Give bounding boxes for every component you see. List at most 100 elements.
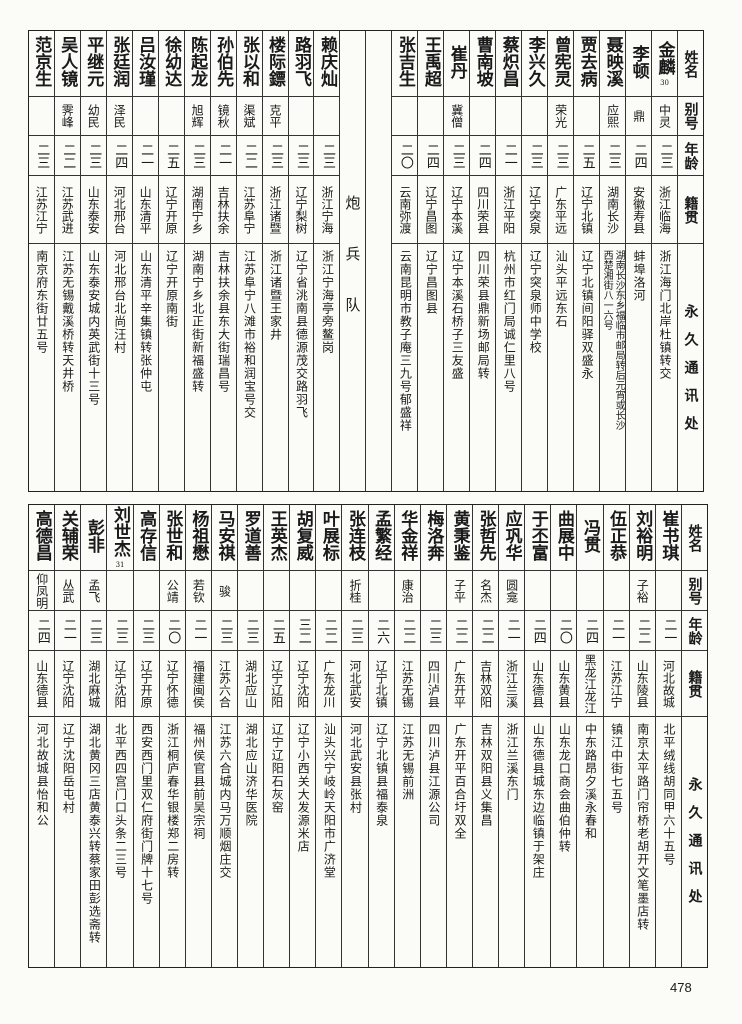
- origin-cell: 山东德县: [29, 651, 55, 717]
- name-wrap: 吴人镜: [57, 36, 77, 91]
- person-column: 张以和 渠斌 二二 江苏阜宁 江苏阜宁八滩市裕和润宝号交: [235, 31, 262, 491]
- age-cell-text: 二三: [217, 617, 233, 644]
- address-cell: 辽宁小西关大发源米店: [290, 717, 315, 967]
- alias-cell: [420, 571, 446, 611]
- address-text: 辽宁本溪石桥子三友盛: [450, 250, 465, 380]
- age-cell: 二三: [107, 611, 133, 651]
- person-name: 崔丹: [446, 44, 467, 79]
- address-cell: 辽宁北镇县福泰泉: [369, 717, 394, 967]
- name-cell: 赖庆灿: [314, 31, 340, 97]
- address-wrap: 山东清平辛集镇转张仲屯: [139, 244, 153, 393]
- alias-cell-text: 冀僧: [449, 104, 464, 128]
- person-column: 张廷润 泽民 二四 河北邢台 河北邢台北尚汪村: [105, 31, 132, 491]
- header-alias-text: 别号: [682, 102, 699, 130]
- origin-cell: 浙江平阳: [496, 176, 522, 244]
- origin-cell-text: 河北故城: [661, 659, 676, 708]
- person-column: 胡复威 三二 辽宁沈阳 辽宁小西关大发源米店: [289, 505, 316, 967]
- person-name: 赖庆灿: [316, 36, 337, 87]
- origin-cell-text: 河北武安: [348, 659, 363, 708]
- origin-cell-text: 辽宁本溪: [449, 185, 464, 234]
- alias-cell: 若钦: [185, 571, 211, 611]
- address-wrap: 南京府东街廿五号: [35, 244, 49, 354]
- origin-cell: 江苏江宁: [28, 176, 54, 244]
- origin-cell-text: 辽宁怀德: [165, 659, 180, 708]
- footnote-marker: 31: [115, 561, 125, 569]
- origin-cell: 浙江兰溪: [499, 651, 525, 717]
- origin-cell-text: 辽宁开原: [139, 659, 154, 708]
- origin-cell: 安徽寿县: [626, 176, 652, 244]
- name-cell: 高存信: [133, 505, 159, 571]
- age-cell: 二一: [499, 611, 525, 651]
- name-wrap: 刘裕明: [632, 510, 652, 565]
- name-wrap: 张世和: [162, 510, 182, 565]
- origin-cell-text: 辽宁沈阳: [295, 659, 310, 708]
- address-wrap: 辽宁省洮南县德源茂交路羽飞: [294, 244, 308, 419]
- address-text: 镇江中街七五号: [609, 723, 624, 814]
- alias-cell: [133, 571, 159, 611]
- name-wrap: 叶展标: [319, 510, 339, 565]
- name-wrap: 于丕富: [528, 510, 548, 565]
- origin-cell-text: 辽宁突泉: [527, 185, 542, 234]
- address-text: 湖北应山济华医院: [244, 723, 259, 827]
- person-name: 伍正恭: [606, 510, 627, 561]
- name-wrap: 关辅荣: [58, 510, 78, 565]
- origin-cell: 辽宁北镇: [368, 651, 394, 717]
- age-cell-text: 二一: [609, 617, 625, 644]
- person-column: 叶展标 二二 广东龙川 汕头兴宁岐岭天阳市广济堂: [315, 505, 342, 967]
- name-wrap: 崔书琪: [658, 510, 678, 565]
- name-cell: 张世和: [159, 505, 185, 571]
- origin-cell: 山东泰安: [80, 176, 106, 244]
- origin-cell: 江苏武进: [54, 176, 80, 244]
- person-name: 张世和: [162, 510, 183, 561]
- address-text: 山东德县城东边临镇于架庄: [531, 723, 546, 879]
- age-cell-text: 二三: [449, 142, 465, 169]
- person-column: 吴人镜 霁峰 二二 江苏武进 江苏无锡戴溪桥转天井桥: [53, 31, 80, 491]
- name-cell: 崔书琪: [655, 505, 681, 571]
- origin-cell-text: 浙江平阳: [501, 185, 516, 234]
- origin-cell: 辽宁沈阳: [290, 651, 316, 717]
- age-cell: 三二: [290, 611, 316, 651]
- age-cell: 二五: [574, 136, 600, 176]
- age-cell-text: 二四: [475, 142, 491, 169]
- name-cell: 贾去病: [574, 31, 600, 97]
- age-cell-text: 二一: [138, 142, 154, 169]
- age-cell: 二三: [133, 611, 159, 651]
- alias-cell-text: 霁峰: [60, 104, 75, 128]
- age-cell: 二五: [264, 611, 290, 651]
- name-wrap: 平继元: [83, 36, 103, 91]
- address-wrap: 北平绒线胡同甲六十五号: [662, 717, 676, 866]
- address-wrap: 四川泸县江源公司: [427, 717, 441, 827]
- alias-cell: [418, 97, 444, 136]
- origin-cell-text: 山东清平: [138, 185, 153, 234]
- age-cell-text: 二一: [504, 617, 520, 644]
- person-name: 孙伯先: [213, 36, 234, 87]
- address-cell: 河北邢台北尚汪村: [107, 244, 132, 491]
- origin-cell: 吉林双阳: [473, 651, 499, 717]
- address-wrap: 湖北黄冈三店黄泰兴转蔡家田彭选斋转: [87, 717, 101, 944]
- name-cell: 应巩华: [499, 505, 525, 571]
- alias-cell: 丛武: [55, 571, 81, 611]
- alias-cell: [132, 97, 158, 136]
- age-cell-text: 二二: [635, 617, 651, 644]
- person-column: 徐幼达 二五 辽宁开原 辽宁开原南街: [157, 31, 184, 491]
- header-origin-text: 籍贯: [682, 195, 699, 224]
- name-wrap: 应巩华: [502, 510, 522, 565]
- alias-cell: 荣光: [548, 97, 574, 136]
- age-cell-text: 二四: [34, 617, 50, 644]
- origin-cell-text: 湖北应山: [243, 659, 258, 708]
- age-cell: 二二: [446, 611, 473, 651]
- age-cell-text: 二一: [191, 617, 207, 644]
- address-wrap: 江苏无锡前洲: [401, 717, 415, 801]
- person-name: 关辅荣: [57, 510, 78, 561]
- address-wrap: 吉林双阳县义集昌: [479, 717, 493, 827]
- origin-cell-text: 广东龙川: [321, 659, 336, 708]
- age-cell: 二三: [28, 136, 54, 176]
- origin-cell: 辽宁怀德: [159, 651, 185, 717]
- name-wrap: 曾宪灵: [551, 36, 571, 91]
- origin-cell: 广东龙川: [316, 651, 342, 717]
- person-name: 张廷润: [109, 36, 130, 87]
- alias-cell: [314, 97, 340, 136]
- age-cell-text: 二三: [348, 617, 364, 644]
- origin-cell-text: 福建闽侯: [191, 659, 206, 708]
- name-cell: 孟繁经: [368, 505, 394, 571]
